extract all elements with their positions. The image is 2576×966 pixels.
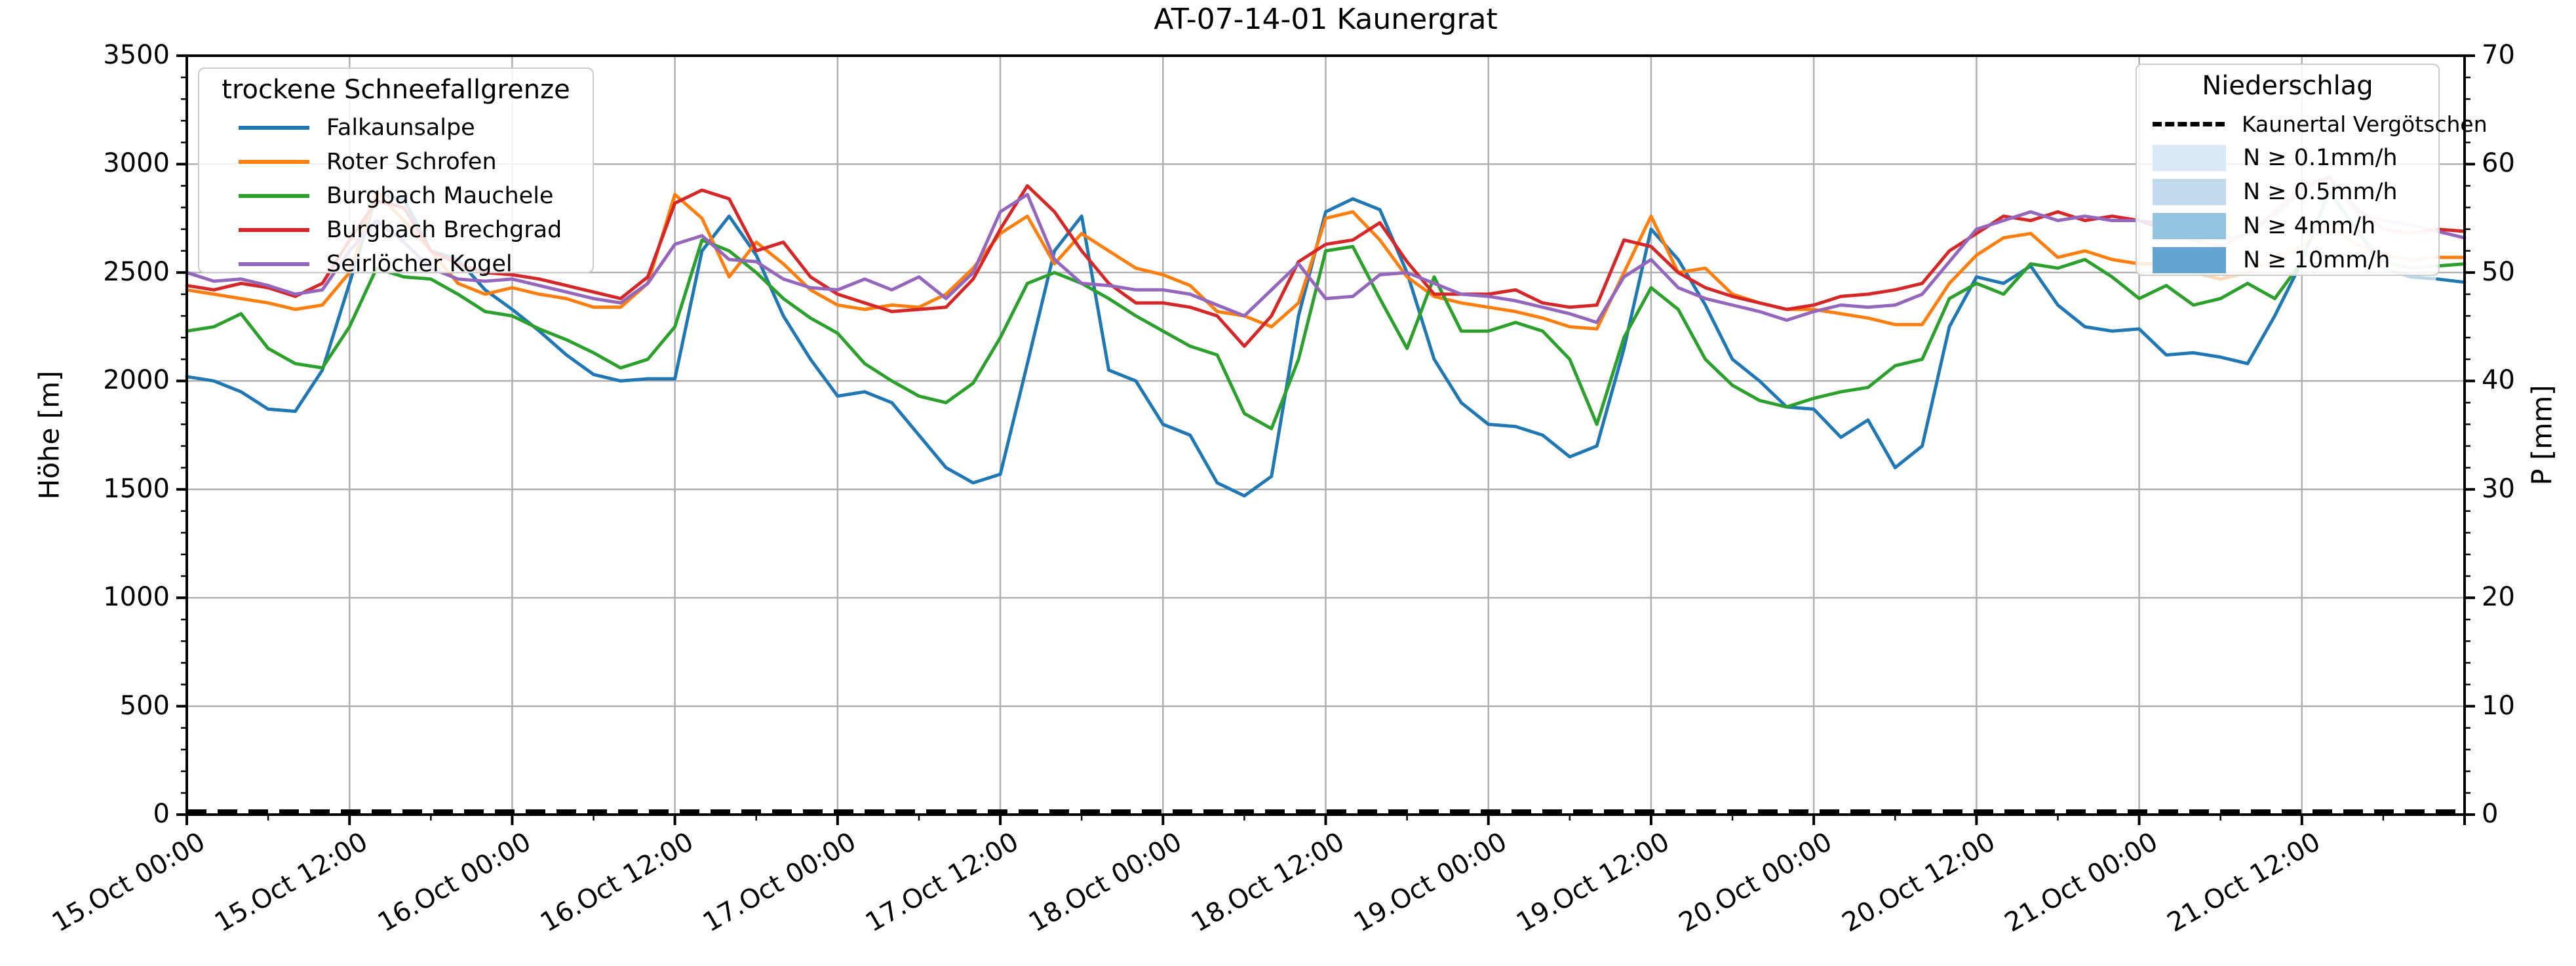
series-line-falkaunsalpe [2436, 277, 2467, 284]
legend-precip: Niederschlag Kaunertal Vergötschen N ≥ 0… [2136, 64, 2488, 277]
legend-item-n-0p5: N ≥ 0.5mm/h [2146, 175, 2427, 209]
dashed-line-swatch-icon [2153, 121, 2225, 126]
line-swatch-icon [239, 228, 309, 232]
legend-item-label: Roter Schrofen [326, 149, 497, 175]
series-line-burgbach-brechgrad [185, 184, 2168, 348]
y-left-tick-2000: 2000 [103, 365, 170, 396]
legend-item-burgbach-mauchele: Burgbach Mauchele [208, 179, 581, 213]
y-left-tick-1000: 1000 [103, 582, 170, 613]
intensity-patch-icon [2153, 247, 2226, 273]
axis-ticks [176, 54, 2475, 825]
line-swatch-icon [239, 126, 309, 130]
intensity-patch-icon [2153, 179, 2226, 205]
y-right-tick-70: 70 [2482, 40, 2515, 70]
y-left-tick-0: 0 [153, 799, 170, 829]
legend-item-seirloecher-kogel: Seirlöcher Kogel [208, 247, 581, 281]
line-swatch-icon [239, 194, 309, 198]
series-line-roter-schrofen [185, 190, 2168, 331]
legend-item-n-0p1: N ≥ 0.1mm/h [2146, 141, 2427, 175]
y-right-tick-20: 20 [2482, 582, 2515, 613]
legend-item-label: Seirlöcher Kogel [326, 251, 513, 277]
y-left-tick-3000: 3000 [103, 148, 170, 179]
series-line-falkaunsalpe [185, 193, 2304, 498]
intensity-patch-icon [2153, 145, 2226, 171]
y-left-tick-500: 500 [119, 690, 170, 721]
legend-item-label: Burgbach Mauchele [326, 183, 554, 209]
legend-snowline: trockene Schneefallgrenze Falkaunsalpe R… [198, 68, 594, 277]
legend-precip-title: Niederschlag [2202, 71, 2373, 101]
legend-item-label: Falkaunsalpe [326, 115, 475, 141]
line-swatch-icon [239, 262, 309, 266]
y-right-tick-50: 50 [2482, 256, 2515, 287]
legend-item-label: N ≥ 10mm/h [2243, 247, 2391, 273]
series-line-seirl-cher-kogel [185, 193, 2168, 324]
legend-item-n-4: N ≥ 4mm/h [2146, 209, 2427, 243]
y-right-tick-30: 30 [2482, 473, 2515, 504]
legend-item-kaunertal-vergoetschen: Kaunertal Vergötschen [2146, 107, 2488, 141]
series-line-seirl-cher-kogel [2436, 229, 2467, 240]
intensity-patch-icon [2153, 213, 2226, 239]
legend-snowline-title: trockene Schneefallgrenze [222, 75, 570, 105]
legend-item-burgbach-brechgrad: Burgbach Brechgrad [208, 213, 581, 247]
series-line-burgbach-mauchele [2436, 262, 2467, 268]
y-right-tick-10: 10 [2482, 690, 2515, 721]
legend-item-label: Kaunertal Vergötschen [2242, 111, 2488, 137]
chart-title: AT-07-14-01 Kaunergrat [1154, 3, 1498, 36]
y-right-tick-40: 40 [2482, 365, 2515, 396]
legend-item-label: N ≥ 0.5mm/h [2243, 179, 2398, 205]
y-axis-right-label: P [mm] [2526, 385, 2558, 486]
y-left-tick-2500: 2500 [103, 256, 170, 287]
series-line-burgbach-brechgrad [2436, 227, 2467, 233]
legend-item-roter-schrofen: Roter Schrofen [208, 145, 581, 179]
y-right-tick-0: 0 [2482, 799, 2499, 829]
legend-item-label: N ≥ 4mm/h [2243, 213, 2376, 239]
legend-item-label: N ≥ 0.1mm/h [2243, 145, 2398, 171]
series-line-burgbach-mauchele [185, 238, 2304, 431]
legend-item-falkaunsalpe: Falkaunsalpe [208, 111, 581, 145]
line-swatch-icon [239, 160, 309, 164]
y-right-tick-60: 60 [2482, 148, 2515, 179]
y-left-tick-1500: 1500 [103, 473, 170, 504]
y-left-tick-3500: 3500 [103, 40, 170, 70]
legend-item-label: Burgbach Brechgrad [326, 217, 562, 243]
legend-item-n-10: N ≥ 10mm/h [2146, 243, 2427, 277]
